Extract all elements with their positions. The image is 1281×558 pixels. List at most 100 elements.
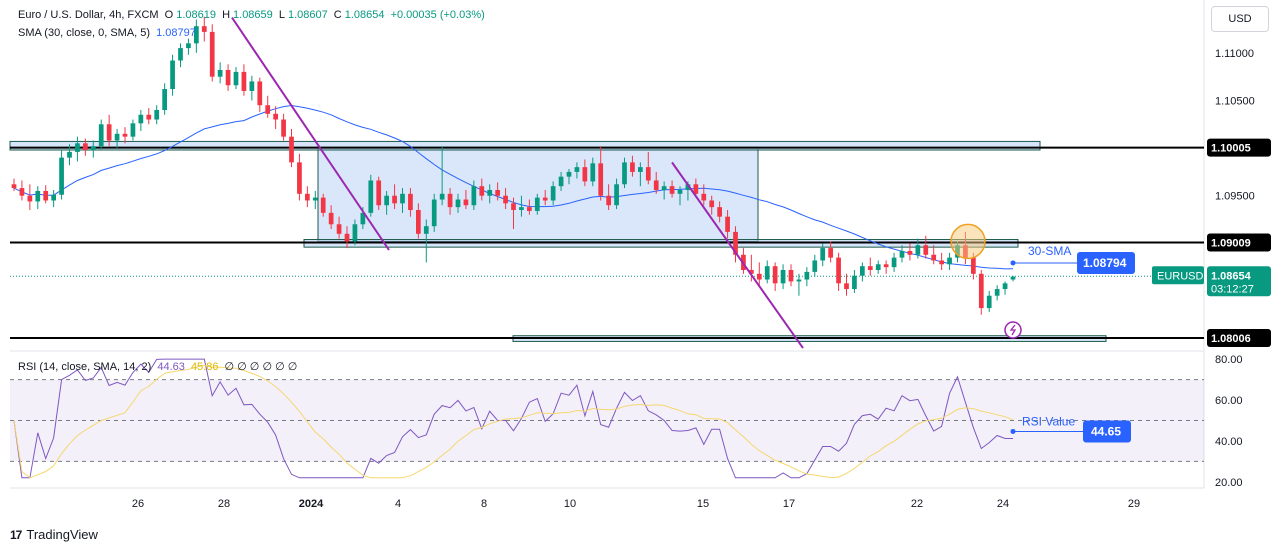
time-tick-4: 8	[481, 498, 487, 510]
candle-body	[526, 207, 532, 211]
lightning-bolt-icon	[1009, 324, 1017, 336]
candle-body	[630, 162, 635, 172]
candle-body	[503, 195, 508, 204]
candle-body	[51, 194, 57, 201]
candle-body	[146, 114, 152, 120]
close-label: C	[333, 9, 342, 21]
close-value: 1.08654	[344, 9, 385, 21]
candle-body	[186, 43, 191, 49]
candle-body	[178, 48, 183, 61]
candle-body	[844, 283, 849, 290]
rsi-ma-line	[13, 364, 1014, 479]
candle-body	[479, 186, 485, 196]
candle-body	[574, 167, 580, 172]
candle-body	[867, 266, 873, 270]
sma-callout-value: 1.08794	[1083, 256, 1127, 270]
currency-button[interactable]: USD	[1211, 6, 1269, 32]
candle-body	[193, 26, 199, 44]
candle-body	[304, 193, 310, 201]
candle-body	[970, 257, 976, 274]
candle-body	[653, 180, 659, 190]
candle-body	[400, 193, 405, 204]
candle-body	[519, 207, 524, 210]
rsi-legend[interactable]: RSI (14, close, SMA, 14, 2) 44.63 45.86 …	[18, 360, 300, 373]
candle-body	[748, 270, 754, 274]
sma-callout-box	[1077, 251, 1135, 274]
candle-body	[788, 270, 794, 282]
low-value: 1.08607	[287, 9, 328, 21]
time-tick-5: 10	[564, 498, 576, 510]
sma-label: SMA (30, close, 0, SMA, 5)	[18, 27, 151, 39]
candle-body	[883, 264, 889, 268]
time-tick-1: 28	[218, 498, 230, 510]
rsi-tick-2: 40.00	[1215, 436, 1243, 448]
candle-body	[994, 289, 1000, 296]
candle-body	[360, 212, 366, 225]
time-tick-7: 17	[783, 498, 795, 510]
rsi-label: RSI (14, close, SMA, 14, 2)	[18, 361, 152, 373]
rsi-callout-text: RSI Value	[1022, 414, 1075, 428]
consolidation-zone	[317, 146, 759, 242]
time-tick-9: 24	[997, 498, 1009, 510]
candle-body	[447, 193, 453, 208]
candle-body	[336, 224, 342, 234]
rsi-extra: ∅ ∅ ∅ ∅ ∅ ∅	[224, 361, 298, 373]
open-label: O	[164, 9, 174, 21]
candle-body	[273, 113, 279, 120]
price-label: 1.08654	[1211, 270, 1252, 282]
sma-legend[interactable]: SMA (30, close, 0, SMA, 5) 1.08797	[18, 27, 199, 39]
candle-body	[669, 186, 675, 194]
rsi-value: 44.63	[157, 361, 185, 373]
tradingview-logo-icon: 17	[10, 527, 22, 542]
candle-body	[249, 81, 255, 91]
highlight-circle-icon	[950, 223, 986, 260]
candle-body	[463, 199, 469, 206]
candle-body	[431, 199, 437, 227]
candle-body	[582, 167, 588, 182]
candle-body	[376, 180, 382, 206]
candle-body	[820, 248, 826, 261]
time-tick-3: 4	[395, 498, 401, 510]
candle-body	[455, 199, 461, 208]
candle-body	[328, 212, 334, 225]
candle-body	[828, 248, 834, 258]
candle-body	[82, 143, 88, 150]
candle-body	[645, 167, 651, 181]
level-label-2: 1.08006	[1211, 333, 1251, 345]
candle-body	[756, 273, 762, 280]
candle-body	[122, 133, 128, 137]
candle-body	[225, 70, 231, 86]
candle-body	[677, 190, 683, 194]
candle-body	[558, 176, 564, 187]
candle-body	[106, 124, 112, 141]
candle-body	[709, 200, 715, 208]
candle-body	[209, 31, 215, 77]
candle-body	[772, 266, 778, 284]
trendline-2	[671, 161, 804, 349]
candle-body	[923, 245, 929, 255]
candle-body	[915, 245, 921, 255]
candle-body	[98, 124, 104, 147]
time-tick-10: 29	[1128, 498, 1140, 510]
candle-body	[859, 266, 865, 276]
candle-body	[566, 171, 572, 177]
candle-body	[852, 275, 857, 290]
candle-body	[701, 193, 707, 201]
symbol-title[interactable]: Euro / U.S. Dollar, 4h, FXCM	[18, 9, 159, 21]
candle-body	[75, 143, 80, 152]
price-tick-0: 1.11000	[1215, 48, 1254, 60]
candle-body	[717, 207, 723, 217]
countdown-label: 03:12:27	[1211, 283, 1254, 295]
rsi-tick-0: 80.00	[1215, 354, 1243, 366]
level-label-0: 1.10005	[1211, 143, 1251, 155]
footer[interactable]: 17 TradingView	[10, 527, 98, 542]
symbol-tag	[1152, 266, 1204, 285]
level-label-1: 1.09009	[1211, 237, 1251, 249]
candle-body	[693, 184, 699, 194]
level-tag-2	[1207, 329, 1271, 347]
candle-body	[114, 133, 120, 141]
candle-body	[423, 226, 429, 234]
